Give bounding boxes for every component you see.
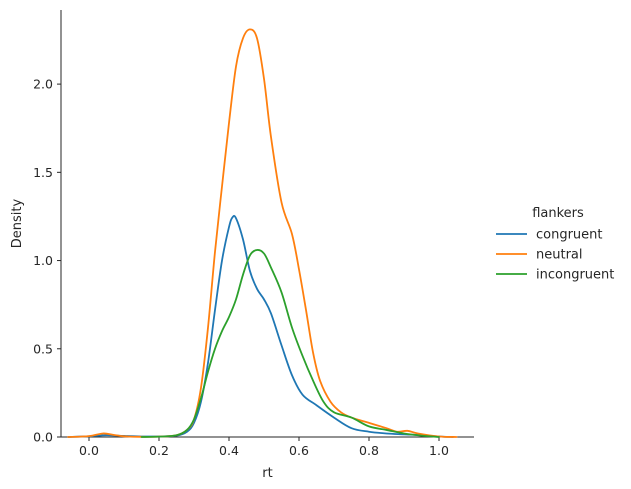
series-line-congruent xyxy=(67,214,454,438)
series-line-incongruent xyxy=(140,249,440,438)
x-axis-label: rt xyxy=(262,466,272,481)
series-lines xyxy=(67,28,458,438)
legend-label-neutral: neutral xyxy=(536,248,583,263)
x-tick-label: 0.2 xyxy=(149,443,169,458)
y-tick-label: 2.0 xyxy=(33,77,53,92)
x-tick-label: 1.0 xyxy=(429,443,449,458)
x-tick-label: 0.8 xyxy=(359,443,379,458)
y-tick-label: 1.5 xyxy=(33,165,53,180)
x-tick-label: 0.6 xyxy=(289,443,309,458)
legend: flankers congruent neutral incongruent xyxy=(496,206,614,283)
x-tick-label: 0.0 xyxy=(79,443,99,458)
axes: 0.0 0.2 0.4 0.6 0.8 1.0 0.0 0.5 1.0 1.5 2.0 rt Densi… xyxy=(10,10,474,481)
y-axis-label: Density xyxy=(10,198,25,248)
y-tick-label: 0.0 xyxy=(33,430,53,445)
y-tick-label: 0.5 xyxy=(33,341,53,356)
series-line-neutral xyxy=(67,28,458,438)
legend-label-incongruent: incongruent xyxy=(536,268,614,283)
legend-label-congruent: congruent xyxy=(536,228,603,243)
x-tick-label: 0.4 xyxy=(219,443,239,458)
legend-title: flankers xyxy=(532,206,584,221)
y-tick-label: 1.0 xyxy=(33,253,53,268)
